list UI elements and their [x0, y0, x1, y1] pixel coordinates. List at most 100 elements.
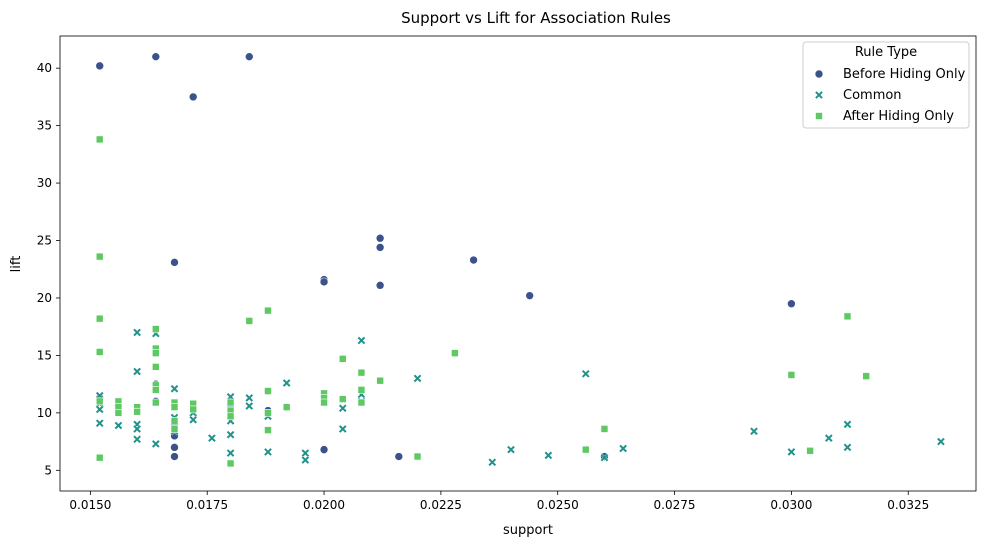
point-after-hiding-only — [95, 453, 104, 462]
point-common — [226, 448, 235, 458]
point-after-hiding-only — [338, 355, 347, 363]
x-tick-label: 0.0275 — [654, 498, 696, 512]
point-common — [188, 415, 198, 425]
point-common — [787, 447, 796, 457]
point-after-hiding-only — [264, 409, 272, 417]
point-before-hiding-only — [375, 233, 385, 243]
point-after-hiding-only — [357, 368, 366, 377]
point-after-hiding-only — [170, 403, 179, 411]
point-after-hiding-only — [264, 387, 272, 395]
plot-frame — [59, 35, 977, 492]
point-before-hiding-only — [787, 299, 796, 309]
point-common — [282, 378, 291, 388]
point-after-hiding-only — [806, 446, 814, 455]
legend-marker-after-hiding-only — [815, 112, 823, 120]
point-common — [338, 403, 348, 413]
legend-label-after-hiding-only: After Hiding Only — [843, 109, 954, 124]
y-tick-label: 10 — [37, 406, 52, 420]
chart-title: Support vs Lift for Association Rules — [401, 9, 671, 27]
legend-marker-common — [814, 90, 824, 100]
point-after-hiding-only — [95, 348, 104, 356]
point-after-hiding-only — [282, 403, 291, 411]
point-after-hiding-only — [264, 426, 272, 434]
x-tick-label: 0.0150 — [69, 498, 111, 512]
point-common — [244, 401, 254, 411]
point-common — [132, 435, 142, 444]
legend-box — [802, 41, 970, 129]
point-after-hiding-only — [95, 135, 104, 144]
point-common — [95, 405, 105, 414]
x-tick-label: 0.0250 — [537, 498, 579, 512]
point-common — [488, 457, 497, 467]
point-common — [338, 424, 348, 434]
point-before-hiding-only — [151, 52, 161, 61]
data-points — [95, 52, 946, 468]
point-before-hiding-only — [170, 452, 179, 461]
y-tick-label: 30 — [37, 176, 52, 190]
point-common — [413, 374, 422, 383]
point-after-hiding-only — [152, 325, 160, 333]
x-axis-label: support — [503, 523, 553, 538]
point-common — [843, 420, 852, 429]
y-tick-label: 20 — [37, 291, 52, 305]
point-after-hiding-only — [152, 349, 160, 357]
point-common — [301, 448, 310, 458]
legend-label-before-hiding-only: Before Hiding Only — [843, 67, 966, 82]
point-after-hiding-only — [152, 386, 160, 394]
x-tick-label: 0.0300 — [770, 498, 812, 512]
point-after-hiding-only — [320, 398, 328, 407]
point-after-hiding-only — [245, 317, 254, 325]
point-common — [544, 451, 553, 460]
point-common — [506, 445, 516, 454]
point-after-hiding-only — [95, 252, 104, 261]
point-before-hiding-only — [244, 52, 254, 61]
point-before-hiding-only — [375, 243, 385, 252]
point-before-hiding-only — [170, 443, 179, 452]
point-common — [132, 328, 142, 337]
y-tick-label: 35 — [37, 119, 52, 133]
point-after-hiding-only — [114, 409, 123, 417]
point-before-hiding-only — [469, 255, 478, 265]
point-after-hiding-only — [226, 412, 235, 421]
point-after-hiding-only — [170, 417, 179, 425]
x-tick-label: 0.0325 — [887, 498, 929, 512]
point-after-hiding-only — [600, 425, 609, 433]
legend-marker-before-hiding-only — [814, 69, 824, 79]
point-common — [263, 447, 273, 457]
point-common — [151, 439, 161, 449]
point-after-hiding-only — [357, 386, 366, 394]
point-after-hiding-only — [843, 312, 852, 321]
point-after-hiding-only — [376, 376, 384, 385]
point-after-hiding-only — [170, 425, 179, 433]
point-common — [114, 421, 123, 430]
point-before-hiding-only — [394, 452, 404, 461]
x-axis: 0.0150 0.0175 0.0200 0.0225 0.0250 0.0275 0.03… — [69, 491, 929, 512]
point-before-hiding-only — [188, 92, 198, 102]
point-before-hiding-only — [525, 291, 534, 300]
point-before-hiding-only — [375, 281, 385, 290]
point-common — [618, 444, 628, 453]
point-after-hiding-only — [413, 452, 422, 461]
point-common — [226, 430, 235, 439]
point-after-hiding-only — [787, 371, 796, 379]
point-after-hiding-only — [357, 398, 366, 407]
point-after-hiding-only — [226, 398, 235, 407]
point-common — [600, 453, 609, 462]
point-common — [824, 433, 834, 443]
y-axis: 5 10 15 20 25 30 35 40 — [37, 61, 60, 477]
point-common — [301, 455, 310, 465]
point-common — [132, 424, 142, 434]
point-common — [132, 367, 142, 376]
point-common — [170, 384, 179, 394]
point-common — [581, 369, 591, 379]
y-tick-label: 40 — [37, 61, 52, 75]
point-after-hiding-only — [152, 363, 160, 371]
point-common — [207, 433, 217, 443]
point-after-hiding-only — [226, 459, 235, 468]
legend-title: Rule Type — [855, 45, 917, 60]
point-after-hiding-only — [862, 372, 870, 380]
y-axis-label: lift — [9, 256, 24, 273]
point-common — [749, 426, 759, 436]
point-after-hiding-only — [338, 395, 347, 403]
